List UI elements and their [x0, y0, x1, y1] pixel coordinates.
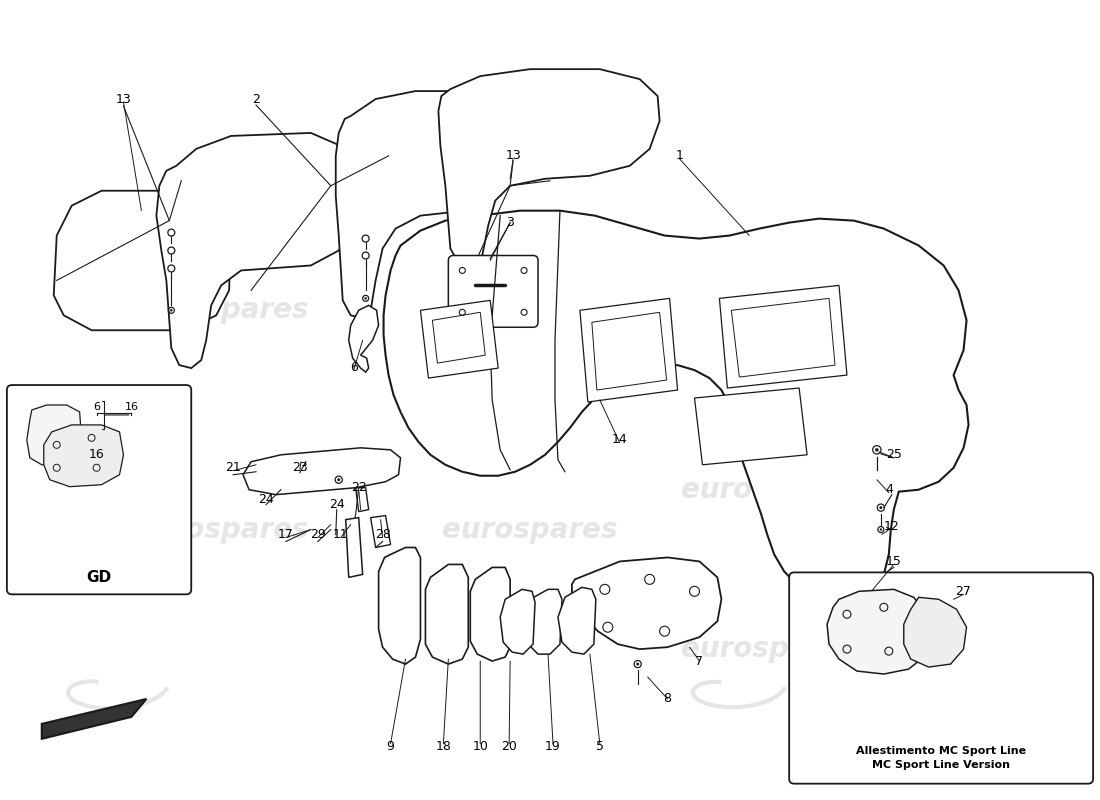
Text: Allestimento MC Sport Line: Allestimento MC Sport Line [856, 746, 1026, 756]
Text: 11: 11 [333, 528, 349, 541]
Text: 13: 13 [116, 93, 131, 106]
Circle shape [879, 506, 882, 509]
Text: 7: 7 [695, 654, 704, 667]
Polygon shape [580, 298, 678, 402]
Polygon shape [471, 567, 510, 661]
Text: 22: 22 [351, 481, 366, 494]
Text: eurospares: eurospares [133, 515, 309, 543]
Text: 20: 20 [502, 740, 517, 754]
Polygon shape [827, 590, 928, 674]
Polygon shape [426, 565, 469, 664]
Polygon shape [355, 488, 368, 512]
Text: 9: 9 [386, 740, 395, 754]
Polygon shape [572, 558, 722, 649]
Circle shape [636, 662, 639, 666]
Polygon shape [694, 388, 807, 465]
Text: 19: 19 [546, 740, 561, 754]
Polygon shape [378, 547, 420, 664]
Text: 6: 6 [94, 402, 100, 412]
FancyBboxPatch shape [449, 255, 538, 327]
Polygon shape [420, 300, 498, 378]
Polygon shape [384, 210, 968, 604]
Text: 27: 27 [956, 585, 971, 598]
Polygon shape [26, 405, 81, 465]
Circle shape [880, 528, 882, 530]
Text: 17: 17 [278, 528, 294, 541]
Polygon shape [558, 587, 596, 654]
Text: 16: 16 [89, 448, 104, 462]
Polygon shape [349, 306, 378, 372]
Circle shape [170, 309, 173, 311]
Text: 25: 25 [886, 448, 902, 462]
Polygon shape [243, 448, 400, 494]
Text: 3: 3 [506, 216, 514, 229]
FancyBboxPatch shape [789, 572, 1093, 784]
Polygon shape [904, 598, 967, 667]
Polygon shape [345, 518, 363, 578]
Text: 12: 12 [884, 520, 900, 533]
Text: 6: 6 [350, 361, 358, 374]
Polygon shape [732, 298, 835, 377]
Polygon shape [719, 286, 847, 388]
Polygon shape [44, 425, 123, 486]
Text: 23: 23 [292, 462, 308, 474]
Text: 5: 5 [596, 740, 604, 754]
Text: 18: 18 [436, 740, 451, 754]
Circle shape [338, 478, 340, 482]
Text: eurospares: eurospares [442, 515, 618, 543]
Text: 24: 24 [258, 493, 274, 506]
Text: 24: 24 [329, 498, 344, 511]
Circle shape [876, 448, 879, 451]
Text: 16: 16 [124, 402, 139, 412]
Polygon shape [42, 699, 146, 739]
Text: eurospares: eurospares [682, 476, 857, 504]
Polygon shape [54, 190, 231, 330]
Polygon shape [500, 590, 535, 654]
Polygon shape [156, 133, 355, 368]
Text: GD: GD [87, 570, 111, 585]
Text: 2: 2 [252, 93, 260, 106]
Text: 15: 15 [886, 555, 902, 568]
Text: 14: 14 [612, 434, 628, 446]
FancyBboxPatch shape [7, 385, 191, 594]
Text: 4: 4 [884, 483, 893, 496]
Polygon shape [336, 91, 520, 318]
Polygon shape [592, 312, 667, 390]
Text: 29: 29 [310, 528, 326, 541]
Text: eurospares: eurospares [133, 296, 309, 324]
Polygon shape [525, 590, 562, 654]
Text: 8: 8 [663, 693, 672, 706]
Text: 28: 28 [375, 528, 390, 541]
Polygon shape [371, 515, 390, 547]
Text: eurospares: eurospares [442, 296, 618, 324]
Text: 13: 13 [505, 150, 521, 162]
Text: 10: 10 [472, 740, 488, 754]
Circle shape [364, 297, 367, 299]
Text: eurospares: eurospares [682, 635, 857, 663]
Text: 1: 1 [675, 150, 683, 162]
Polygon shape [439, 69, 660, 266]
Text: 21: 21 [226, 462, 241, 474]
Polygon shape [432, 312, 485, 363]
Text: MC Sport Line Version: MC Sport Line Version [872, 760, 1010, 770]
